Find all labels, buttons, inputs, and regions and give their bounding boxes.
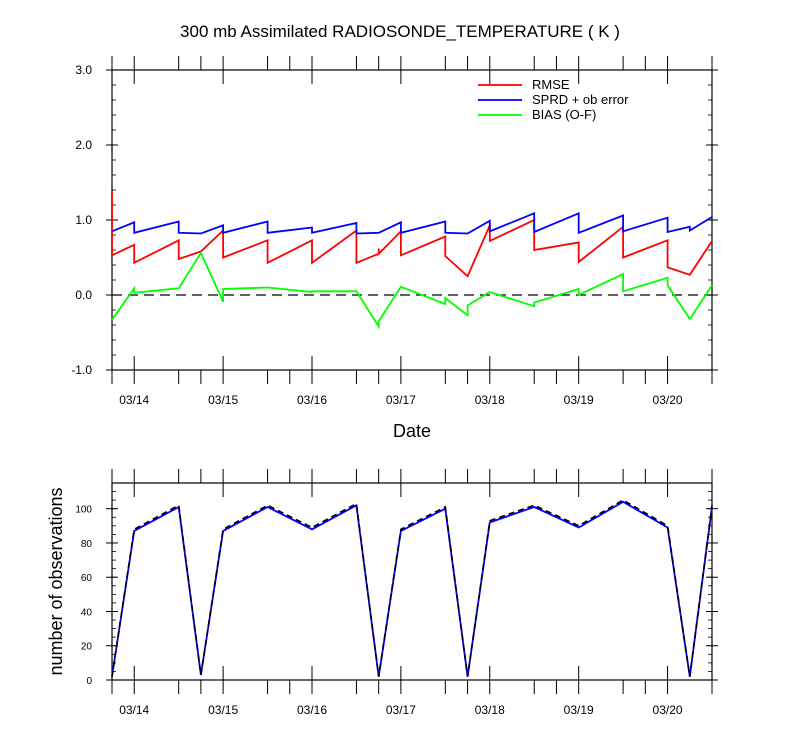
x-tick-label: 03/17 — [386, 393, 416, 407]
x-tick-label: 03/16 — [297, 703, 327, 717]
series-line-rmse — [111, 191, 713, 278]
y-tick-label: 100 — [75, 505, 92, 516]
x-tick-label: 03/19 — [564, 703, 594, 717]
y-tick-label: 2.0 — [75, 138, 92, 152]
series-line-0 — [111, 500, 713, 677]
x-tick-label: 03/20 — [653, 393, 683, 407]
chart-title: 300 mb Assimilated RADIOSONDE_TEMPERATUR… — [180, 22, 620, 41]
y-tick-label: 60 — [81, 573, 93, 584]
x-tick-label: 03/14 — [119, 393, 149, 407]
x-tick-label: 03/14 — [119, 703, 149, 717]
legend-label: SPRD + ob error — [532, 92, 629, 107]
y-tick-label: 40 — [81, 607, 93, 618]
x-tick-label: 03/19 — [564, 393, 594, 407]
x-tick-label: 03/18 — [475, 703, 505, 717]
y-tick-label: -1.0 — [71, 363, 92, 377]
series-line-sprd-ob-error — [111, 211, 713, 235]
y-tick-label: 20 — [81, 642, 93, 653]
x-tick-label: 03/16 — [297, 393, 327, 407]
y-tick-label: 3.0 — [75, 63, 92, 77]
y-tick-label: 0 — [86, 676, 92, 687]
legend-label: RMSE — [532, 77, 570, 92]
x-tick-label: 03/15 — [208, 393, 238, 407]
legend-label: BIAS (O-F) — [532, 107, 596, 122]
series-line-bias-o-f — [111, 251, 713, 330]
plot-frame — [111, 69, 713, 371]
x-axis-title: Date — [393, 421, 431, 441]
x-tick-label: 03/20 — [653, 703, 683, 717]
y-tick-label: 0.0 — [75, 288, 92, 302]
x-tick-label: 03/17 — [386, 703, 416, 717]
x-tick-label: 03/18 — [475, 393, 505, 407]
series-line-1 — [111, 499, 713, 677]
y-tick-label: 1.0 — [75, 213, 92, 227]
plot-frame — [111, 482, 713, 681]
x-tick-label: 03/15 — [208, 703, 238, 717]
y-axis-title: number of observations — [46, 487, 66, 675]
y-tick-label: 80 — [81, 539, 93, 550]
